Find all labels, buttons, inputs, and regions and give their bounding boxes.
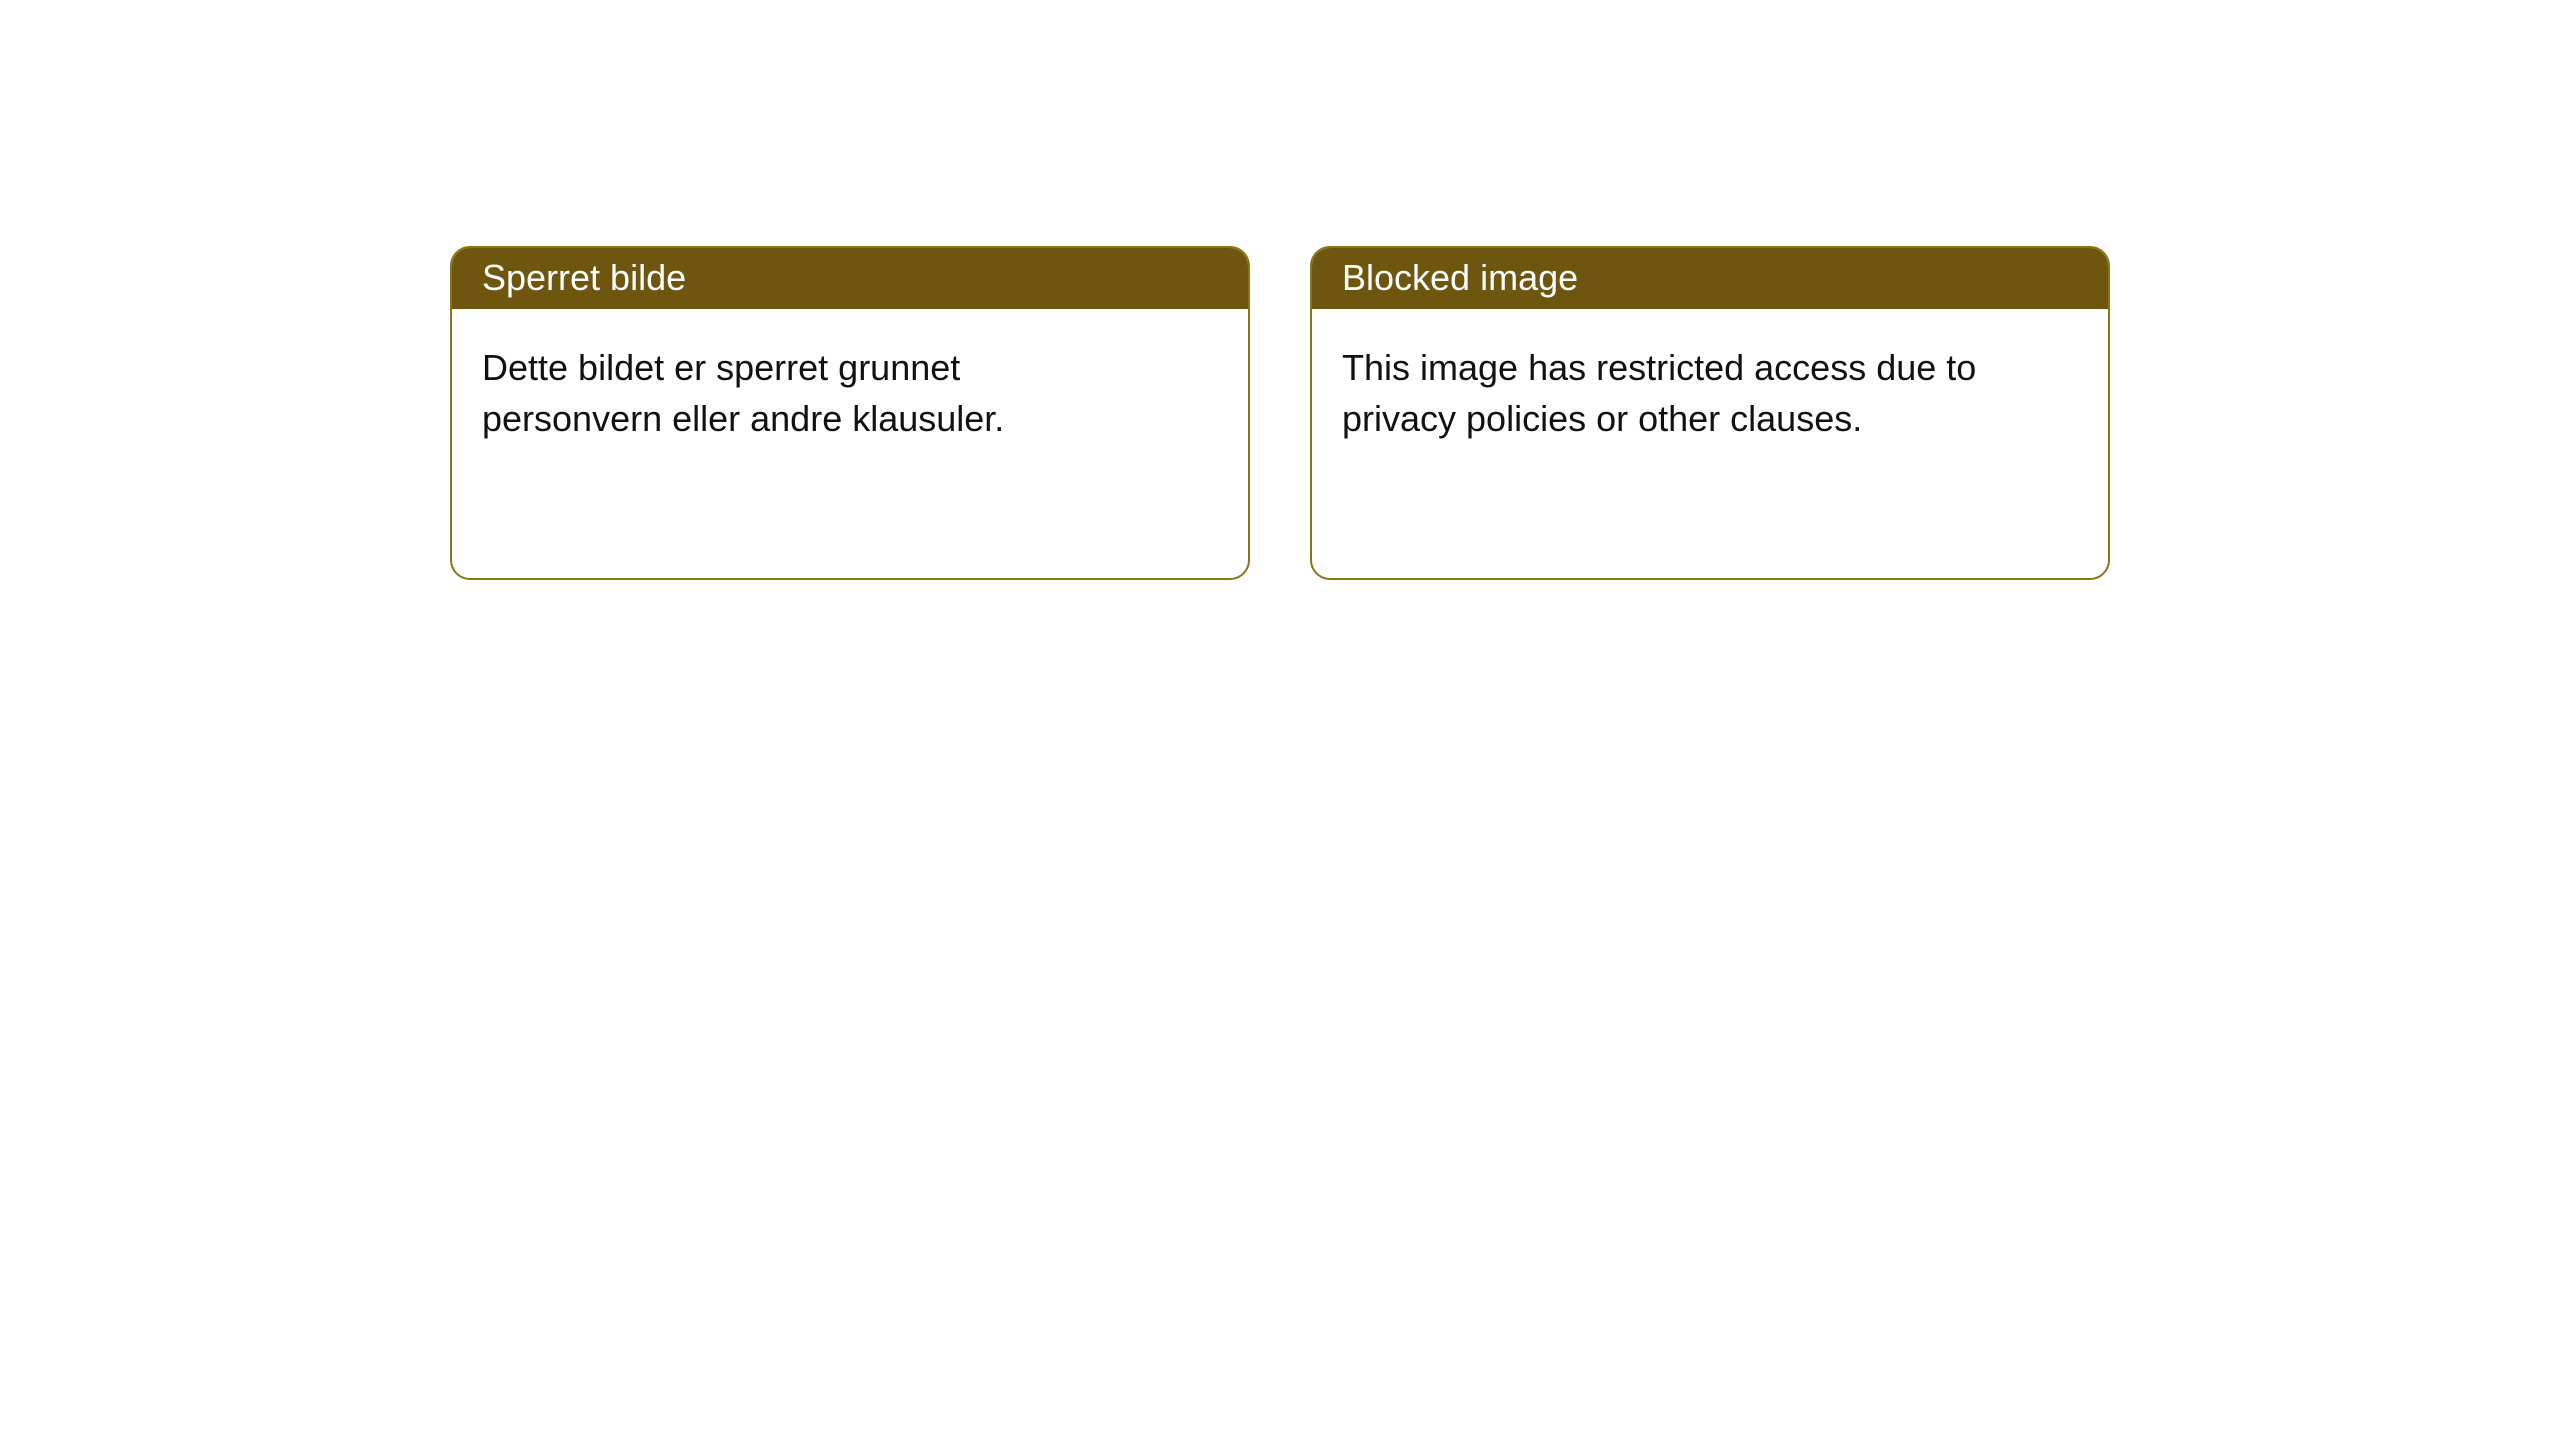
page-root: Sperret bilde Dette bildet er sperret gr… <box>0 0 2560 1440</box>
blocked-card-en: Blocked image This image has restricted … <box>1310 246 2110 580</box>
card-body-en: This image has restricted access due to … <box>1312 309 2012 478</box>
card-body-no: Dette bildet er sperret grunnet personve… <box>452 309 1152 478</box>
blocked-card-no: Sperret bilde Dette bildet er sperret gr… <box>450 246 1250 580</box>
card-header-no: Sperret bilde <box>452 248 1248 309</box>
card-header-en: Blocked image <box>1312 248 2108 309</box>
